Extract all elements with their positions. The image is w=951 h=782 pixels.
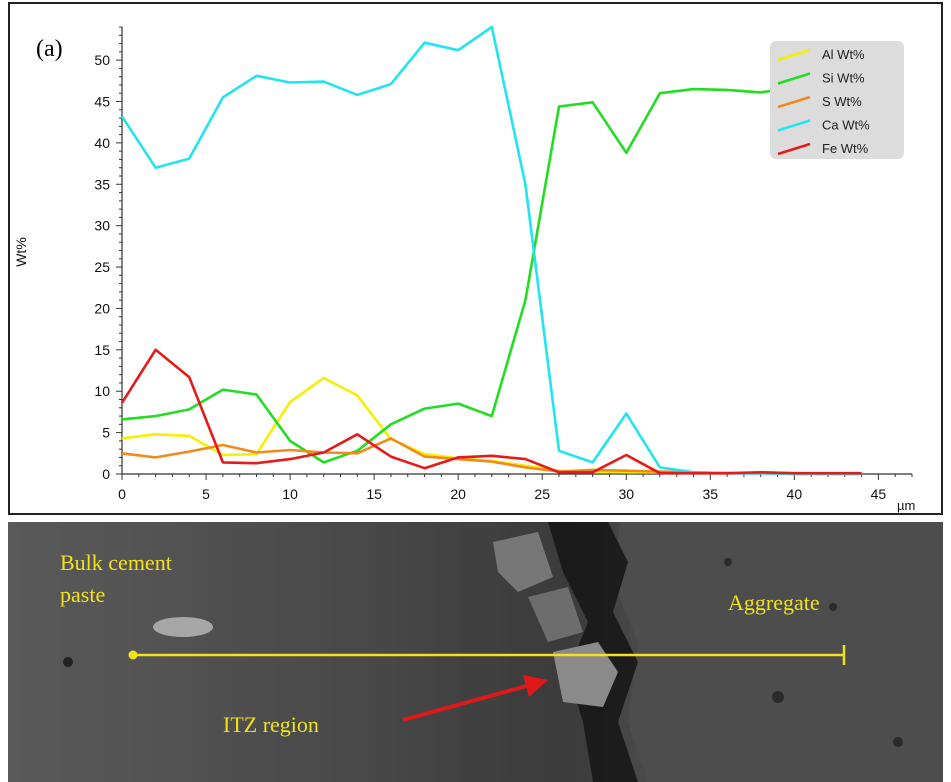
itz-label: ITZ region — [223, 712, 319, 737]
series-line-si — [121, 86, 862, 464]
scan-start-marker — [128, 650, 138, 660]
x-tick-label: 20 — [450, 486, 466, 502]
series-line-al — [121, 376, 862, 476]
y-tick-label: 5 — [102, 425, 110, 441]
grain — [528, 587, 583, 642]
bulk-paste-label-line1: Bulk cement — [60, 550, 172, 575]
legend: Al Wt% Si Wt% S Wt% Ca Wt% Fe Wt% — [770, 41, 904, 159]
legend-swatch-s — [777, 95, 811, 109]
y-tick-label: 45 — [94, 94, 110, 110]
y-axis-label: Wt% — [13, 237, 29, 267]
y-tick-label: 0 — [102, 466, 110, 482]
sem-micrograph: Bulk cement paste Aggregate ITZ region — [8, 522, 943, 782]
eds-line-scan-panel: (a) Wt% µm 0 5 10 15 20 25 30 35 40 45 0 5 10 15 20 25 3… — [8, 2, 943, 515]
y-tick-label: 30 — [94, 218, 110, 234]
panel-label: (a) — [36, 36, 63, 62]
x-tick-label: 0 — [118, 486, 126, 502]
pore — [772, 691, 784, 703]
itz-arrow-head — [523, 675, 548, 697]
aggregate-label: Aggregate — [728, 590, 820, 615]
x-tick-label: 30 — [618, 486, 634, 502]
itz-grain — [553, 642, 618, 707]
y-tick-label: 20 — [94, 300, 110, 316]
bulk-paste-label-line2: paste — [60, 582, 105, 607]
y-tick-label: 40 — [94, 135, 110, 151]
legend-swatch-al — [777, 48, 811, 62]
x-tick-label: 45 — [871, 486, 887, 502]
pore — [63, 657, 73, 667]
series-lines — [120, 25, 862, 476]
x-tick-label: 10 — [282, 486, 298, 502]
legend-swatch-ca — [777, 119, 811, 132]
legend-box — [770, 41, 904, 159]
pore — [724, 558, 732, 566]
legend-label-si: Si Wt% — [822, 71, 865, 86]
bright-grain — [153, 617, 213, 637]
pore — [893, 737, 903, 747]
series-line-fe — [120, 348, 862, 475]
y-tick-label: 10 — [94, 383, 110, 399]
y-tick-label: 25 — [94, 259, 110, 275]
x-tick-label: 35 — [703, 486, 719, 502]
y-tick-label: 35 — [94, 176, 110, 192]
legend-label-fe: Fe Wt% — [822, 141, 869, 156]
eds-line-chart: (a) Wt% µm 0 5 10 15 20 25 30 35 40 45 0 5 10 15 20 25 3… — [13, 25, 915, 513]
itz-arrow-shaft — [402, 683, 531, 722]
y-tick-label: 50 — [94, 52, 110, 68]
x-tick-label: 5 — [202, 486, 210, 502]
y-tick-label: 15 — [94, 342, 110, 358]
legend-swatch-fe — [777, 142, 811, 156]
x-tick-label: 40 — [787, 486, 803, 502]
grain — [493, 532, 553, 592]
legend-label-al: Al Wt% — [822, 47, 865, 62]
legend-label-ca: Ca Wt% — [822, 118, 870, 133]
pore — [829, 603, 837, 611]
legend-swatch-si — [777, 72, 811, 85]
sem-image: Bulk cement paste Aggregate ITZ region — [8, 522, 943, 782]
series-line-ca — [120, 25, 862, 476]
legend-label-s: S Wt% — [822, 94, 862, 109]
x-axis-label: µm — [897, 498, 915, 513]
x-tick-label: 25 — [534, 486, 550, 502]
aggregate-region — [613, 522, 943, 782]
x-tick-label: 15 — [366, 486, 382, 502]
